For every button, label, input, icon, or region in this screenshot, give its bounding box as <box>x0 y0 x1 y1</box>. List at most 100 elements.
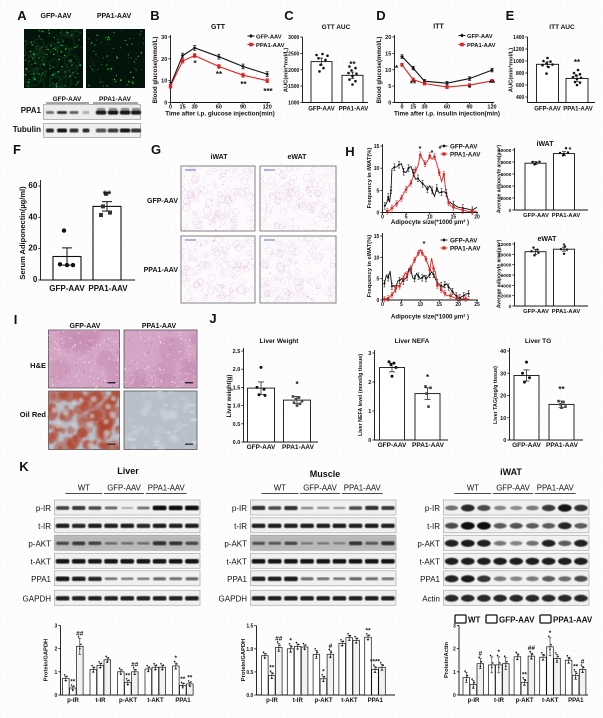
svg-text:Average adipocyte area(µm²): Average adipocyte area(µm²) <box>497 145 503 214</box>
svg-text:0.0: 0.0 <box>233 440 241 446</box>
svg-text:GAPDH: GAPDH <box>219 594 248 603</box>
svg-text:**: ** <box>410 80 417 89</box>
svg-text:*: * <box>549 630 552 637</box>
svg-text:*: * <box>193 59 197 68</box>
svg-text:ITT: ITT <box>433 24 444 31</box>
svg-text:I: I <box>14 312 18 327</box>
svg-text:3: 3 <box>368 351 371 357</box>
svg-text:0: 0 <box>164 101 167 107</box>
svg-text:PPA1-AAV: PPA1-AAV <box>552 213 581 219</box>
svg-text:Liver TG: Liver TG <box>525 338 551 345</box>
svg-text:**: ** <box>269 665 275 672</box>
svg-text:20: 20 <box>28 244 37 253</box>
svg-text:Blood glucose(mmol/L): Blood glucose(mmol/L) <box>377 37 383 104</box>
svg-text:*: * <box>468 84 472 93</box>
svg-text:0: 0 <box>368 438 371 444</box>
svg-text:1200: 1200 <box>513 47 524 53</box>
svg-text:8000: 8000 <box>501 263 512 269</box>
svg-text:60: 60 <box>216 105 222 111</box>
svg-text:PPA1: PPA1 <box>568 698 584 704</box>
svg-text:##: ## <box>76 630 84 637</box>
svg-text:120: 120 <box>487 105 496 111</box>
svg-text:10000: 10000 <box>498 148 512 154</box>
svg-text:60: 60 <box>444 105 450 111</box>
svg-text:0: 0 <box>509 304 512 310</box>
svg-text:30: 30 <box>500 371 506 377</box>
svg-text:1: 1 <box>55 670 58 676</box>
svg-text:PPA1-AAV: PPA1-AAV <box>546 442 579 449</box>
svg-text:WT: WT <box>467 484 479 493</box>
svg-text:**: ** <box>240 80 247 89</box>
svg-text:**: ** <box>574 58 581 67</box>
svg-text:p-AKT: p-AKT <box>516 698 534 704</box>
svg-text:5: 5 <box>405 215 408 221</box>
svg-text:5: 5 <box>377 277 380 283</box>
svg-text:0: 0 <box>377 211 380 217</box>
svg-text:PPA1-AAV: PPA1-AAV <box>148 484 186 493</box>
svg-text:WT: WT <box>274 484 286 493</box>
svg-text:20: 20 <box>161 57 167 63</box>
svg-text:**: ** <box>103 189 112 201</box>
svg-text:GFP-AAV: GFP-AAV <box>523 213 549 219</box>
svg-text:H&E: H&E <box>30 361 46 370</box>
svg-text:2500: 2500 <box>288 51 299 57</box>
svg-text:2: 2 <box>55 647 58 653</box>
svg-text:GFP-AAV: GFP-AAV <box>70 323 101 330</box>
svg-text:30: 30 <box>161 35 167 41</box>
svg-text:40: 40 <box>500 349 506 355</box>
svg-text:10: 10 <box>161 79 167 85</box>
svg-text:4000: 4000 <box>501 184 512 190</box>
svg-text:20: 20 <box>385 35 391 41</box>
svg-text:2.5: 2.5 <box>233 349 241 355</box>
svg-text:40: 40 <box>28 212 37 221</box>
svg-text:iWAT: iWAT <box>211 154 229 161</box>
svg-text:##: ## <box>131 661 139 668</box>
svg-text:90: 90 <box>466 105 472 111</box>
svg-text:1000: 1000 <box>513 59 524 65</box>
svg-text:t-AKT: t-AKT <box>420 557 441 566</box>
svg-text:PPA1-AAV: PPA1-AAV <box>537 484 575 493</box>
svg-text:PPA1-AAV: PPA1-AAV <box>339 107 368 113</box>
svg-text:GFP-AAV: GFP-AAV <box>450 238 478 245</box>
svg-text:*: * <box>563 243 566 250</box>
svg-text:t-IR: t-IR <box>494 698 505 704</box>
svg-text:p-IR: p-IR <box>36 504 51 513</box>
svg-text:GFP-AAV: GFP-AAV <box>256 35 282 41</box>
svg-text:3000: 3000 <box>288 35 299 41</box>
svg-text:0: 0 <box>377 298 380 304</box>
svg-text:PPA1-AAV: PPA1-AAV <box>467 43 496 49</box>
svg-text:1: 1 <box>453 670 456 676</box>
svg-text:#: # <box>581 659 585 666</box>
svg-text:Adipocyte size(*1000 µm² ): Adipocyte size(*1000 µm² ) <box>391 314 469 321</box>
svg-text:2000: 2000 <box>501 196 512 202</box>
svg-text:GFP-AAV: GFP-AAV <box>107 484 141 493</box>
svg-text:120: 120 <box>263 105 272 111</box>
svg-text:GTT: GTT <box>211 24 226 31</box>
svg-text:Liver NEFA: Liver NEFA <box>395 338 430 345</box>
svg-text:Protein/GAPDH: Protein/GAPDH <box>241 639 247 682</box>
svg-text:WT: WT <box>78 484 90 493</box>
svg-text:Frequency in iWAT(%): Frequency in iWAT(%) <box>367 148 373 209</box>
svg-text:GFP-AAV: GFP-AAV <box>496 484 530 493</box>
svg-text:*: * <box>175 655 178 662</box>
svg-text:1.0: 1.0 <box>246 647 253 653</box>
svg-text:H: H <box>345 144 354 159</box>
svg-text:3: 3 <box>55 623 58 629</box>
svg-text:PPA1-AAV: PPA1-AAV <box>412 442 445 449</box>
svg-text:0: 0 <box>400 105 403 111</box>
svg-text:Serum Adiponectin(µg/ml): Serum Adiponectin(µg/ml) <box>18 186 27 280</box>
svg-text:4000: 4000 <box>501 283 512 289</box>
svg-text:Time after i.p. insulin inject: Time after i.p. insulin injection(min) <box>394 111 500 118</box>
svg-text:10: 10 <box>500 416 506 422</box>
svg-text:PPA1-AAV: PPA1-AAV <box>344 484 382 493</box>
svg-text:GFP-AAV: GFP-AAV <box>53 96 82 103</box>
svg-text:t-IR: t-IR <box>293 698 304 704</box>
svg-text:Liver weight(g): Liver weight(g) <box>227 375 233 418</box>
svg-text:eWAT: eWAT <box>288 154 308 161</box>
svg-text:t-AKT: t-AKT <box>542 698 559 704</box>
svg-text:400: 400 <box>516 95 525 101</box>
svg-text:10: 10 <box>418 302 424 308</box>
svg-text:**: ** <box>365 627 371 634</box>
svg-text:15: 15 <box>374 144 380 150</box>
svg-text:**: ** <box>573 663 579 670</box>
